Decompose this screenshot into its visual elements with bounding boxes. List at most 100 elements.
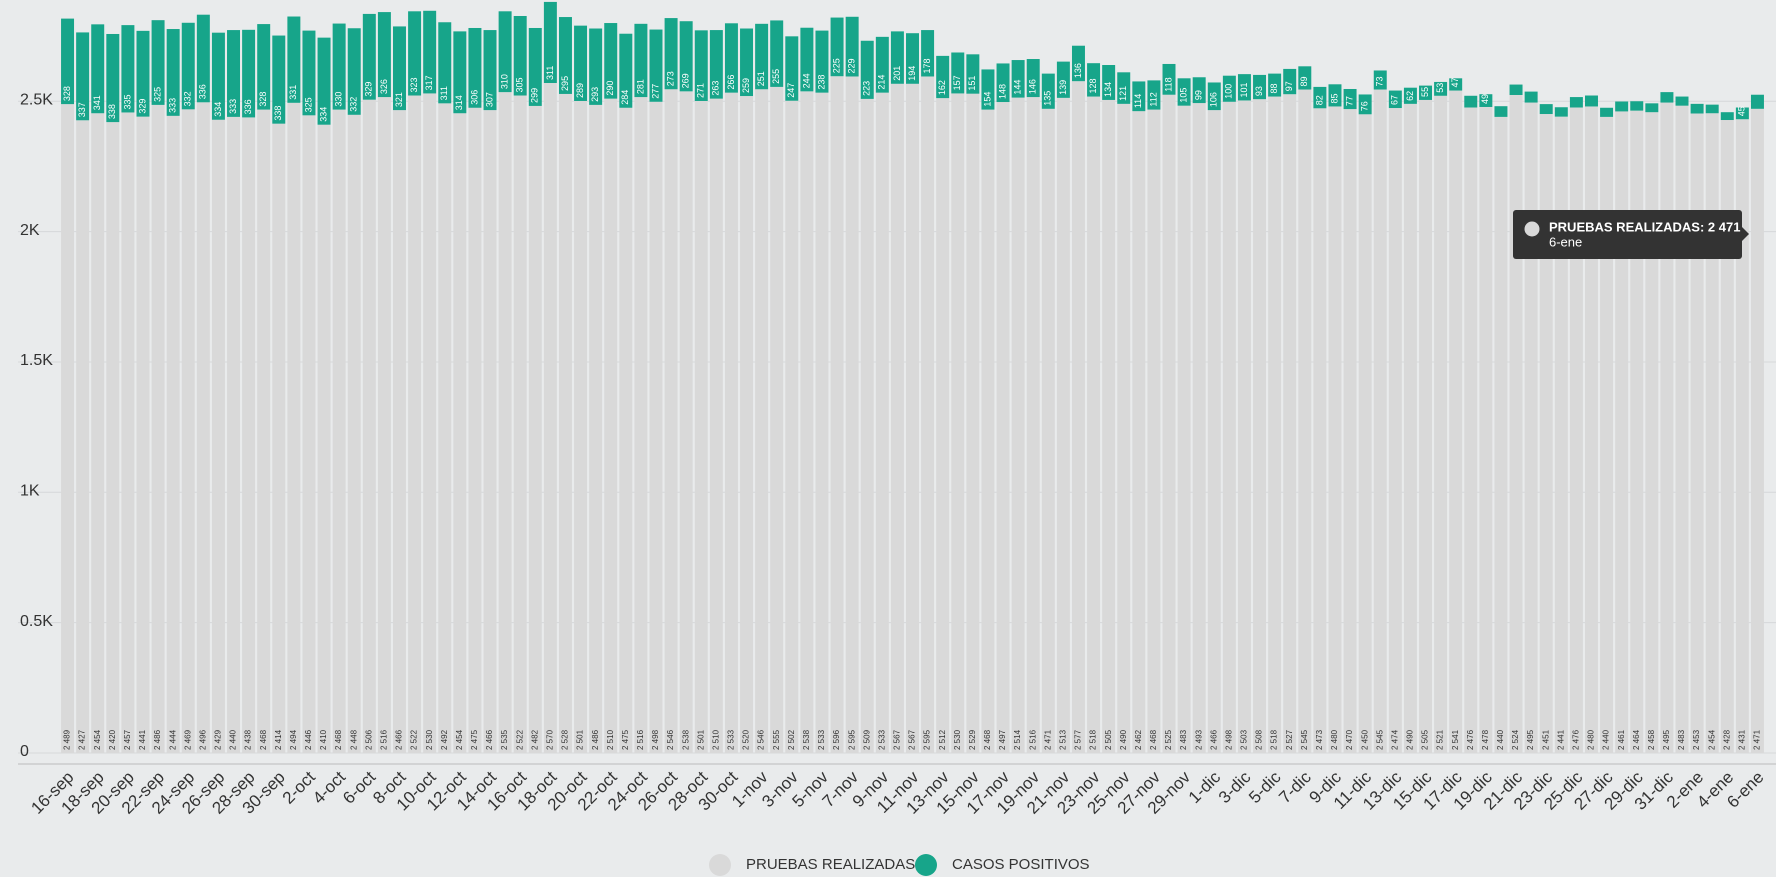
data-label: 2 525 <box>1164 729 1173 750</box>
data-label: 2 518 <box>1270 729 1279 750</box>
data-label: 2 521 <box>1436 729 1445 750</box>
data-label: 47 <box>1450 78 1460 88</box>
bar-segment <box>272 35 286 124</box>
data-label: 2 480 <box>1587 729 1596 750</box>
data-label: 2 545 <box>1375 729 1384 750</box>
data-label: 2 461 <box>1617 729 1626 750</box>
tooltip-box <box>1513 210 1742 259</box>
bar-segment <box>1237 74 1251 101</box>
data-label: 118 <box>1163 77 1173 91</box>
bar-segment <box>362 99 376 754</box>
data-label: 310 <box>499 74 509 89</box>
bar-segment <box>1584 95 1598 107</box>
data-label: 328 <box>62 86 72 101</box>
bar-segment <box>1026 97 1040 753</box>
data-label: 114 <box>1133 94 1143 108</box>
bar-segment <box>1524 102 1538 753</box>
data-label: 2 567 <box>908 729 917 750</box>
data-label: 2 512 <box>938 729 947 750</box>
bar-segment <box>1011 97 1025 754</box>
bar-segment <box>936 98 950 754</box>
bar-segment <box>136 30 150 117</box>
bar-segment <box>740 96 754 754</box>
data-label: 2 410 <box>319 729 328 750</box>
data-label: 2 454 <box>93 729 102 750</box>
data-label: 2 448 <box>349 729 358 750</box>
bar-segment <box>272 123 286 754</box>
data-label: 100 <box>1224 84 1234 99</box>
data-label: 2 470 <box>1345 729 1354 750</box>
tooltip-arrow <box>1742 227 1749 241</box>
bar-segment <box>1494 106 1508 117</box>
bar-segment <box>1162 94 1176 753</box>
bar-segment <box>106 122 120 754</box>
bar-segment <box>921 30 935 77</box>
data-label: 148 <box>997 84 1007 99</box>
bar-segment <box>574 100 588 753</box>
data-label: 2 506 <box>364 729 373 750</box>
data-label: 2 441 <box>138 729 147 750</box>
bar-segment <box>1464 107 1478 754</box>
tooltip-text: PRUEBAS REALIZADAS: 2 471 <box>1549 219 1740 234</box>
bar-segment <box>136 116 150 753</box>
bar-segment <box>61 18 75 105</box>
bar-segment <box>528 27 542 106</box>
bar-segment <box>1222 75 1236 102</box>
data-label: 2 509 <box>862 729 871 750</box>
bar-segment <box>196 102 210 753</box>
bar-segment <box>1117 103 1131 753</box>
bar-segment <box>1539 104 1553 115</box>
bar-segment <box>800 27 814 92</box>
data-label: 325 <box>303 97 313 112</box>
data-label: 269 <box>681 73 691 88</box>
bar-segment <box>1584 106 1598 753</box>
bar-segment <box>951 52 965 94</box>
data-label: 329 <box>364 82 374 97</box>
bar-segment <box>1630 101 1644 111</box>
bar-segment <box>528 105 542 754</box>
data-label: 2 462 <box>1134 729 1143 750</box>
bar-segment <box>755 89 769 753</box>
bar-segment <box>1403 87 1417 104</box>
bar-segment <box>1147 80 1161 110</box>
data-label: 2 503 <box>1240 729 1249 750</box>
bar-segment <box>951 93 965 753</box>
y-tick-label: 1.5K <box>20 352 53 369</box>
data-label: 2 440 <box>1496 729 1505 750</box>
bar-segment <box>634 97 648 753</box>
data-label: 2 454 <box>455 729 464 750</box>
data-label: 2 555 <box>772 729 781 750</box>
bar-segment <box>257 24 271 110</box>
data-label: 323 <box>409 77 419 92</box>
bar-segment <box>151 104 165 753</box>
data-label: 2 513 <box>1058 729 1067 750</box>
bar-segment <box>498 92 512 754</box>
bar-segment <box>649 29 663 102</box>
data-label: 317 <box>424 75 434 90</box>
data-label: 247 <box>786 83 796 98</box>
bar-segment <box>981 109 995 753</box>
bar-segment <box>604 23 618 99</box>
data-label: 121 <box>1118 86 1128 101</box>
bar-segment <box>423 93 437 753</box>
data-label: 238 <box>816 75 826 90</box>
data-label: 105 <box>1178 88 1188 103</box>
bar-segment <box>1660 92 1674 103</box>
data-label: 2 493 <box>1194 729 1203 750</box>
data-label: 2 533 <box>877 729 886 750</box>
bar-segment <box>1750 94 1764 109</box>
bar-segment <box>166 29 180 116</box>
data-label: 284 <box>620 90 630 105</box>
data-label: 2 489 <box>63 729 72 750</box>
bar-segment <box>921 76 935 754</box>
y-tick-label: 2K <box>20 222 40 239</box>
data-label: 2 453 <box>1692 729 1701 750</box>
bar-segment <box>1600 116 1614 754</box>
bar-segment <box>438 103 452 753</box>
bar-segment <box>1690 113 1704 753</box>
y-tick-label: 2.5K <box>20 91 53 108</box>
data-label: 93 <box>1254 86 1264 96</box>
bar-segment <box>166 115 180 753</box>
bar-segment <box>1434 81 1448 96</box>
data-label: 2 468 <box>259 729 268 750</box>
